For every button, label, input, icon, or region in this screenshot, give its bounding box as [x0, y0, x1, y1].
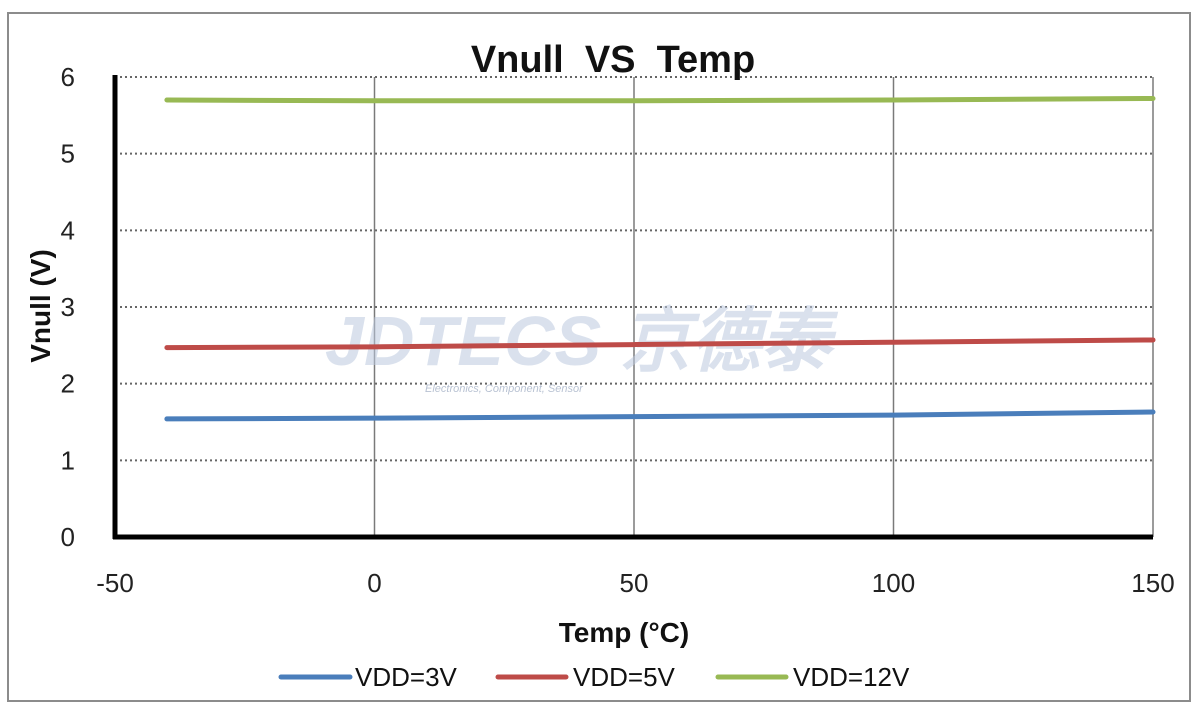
- y-tick-label: 2: [61, 369, 75, 399]
- x-tick-label: -50: [96, 568, 134, 598]
- legend-label-vdd-3v: VDD=3V: [355, 662, 458, 692]
- y-tick-label: 4: [61, 215, 75, 245]
- x-tick-label: 0: [367, 568, 381, 598]
- y-tick-label: 0: [61, 522, 75, 552]
- y-tick-label: 5: [61, 139, 75, 169]
- x-tick-label: 150: [1131, 568, 1174, 598]
- grid-layer: [115, 76, 1154, 537]
- watermark-text: JDTECS 京德泰: [325, 302, 839, 380]
- series-layer: [164, 95, 1156, 422]
- legend-label-vdd-12v: VDD=12V: [793, 662, 910, 692]
- chart-frame: [7, 12, 1191, 702]
- x-tick-label: 50: [620, 568, 649, 598]
- legend-label-vdd-5v: VDD=5V: [573, 662, 676, 692]
- watermark-subtext: Electronics, Component, Sensor: [425, 383, 584, 395]
- chart-title: Vnull VS Temp: [471, 39, 755, 81]
- legend: VDD=3V VDD=5V VDD=12V: [278, 662, 910, 692]
- series-line-vdd-12v: [164, 95, 1156, 104]
- tick-labels: 0 1 2 3 4 5 6 -50 0 50 100 150: [61, 62, 1175, 598]
- axis-layer: [112, 75, 1153, 540]
- y-tick-label: 3: [61, 292, 75, 322]
- x-axis-title: Temp (°C): [559, 617, 689, 648]
- x-tick-label: 100: [872, 568, 915, 598]
- series-line-vdd-3v: [164, 409, 1156, 422]
- watermark: JDTECS 京德泰 Electronics, Component, Senso…: [325, 302, 839, 395]
- y-tick-label: 1: [61, 445, 75, 475]
- y-axis-title: Vnull (V): [25, 249, 56, 363]
- y-tick-label: 6: [61, 62, 75, 92]
- series-line-vdd-5v: [164, 337, 1156, 351]
